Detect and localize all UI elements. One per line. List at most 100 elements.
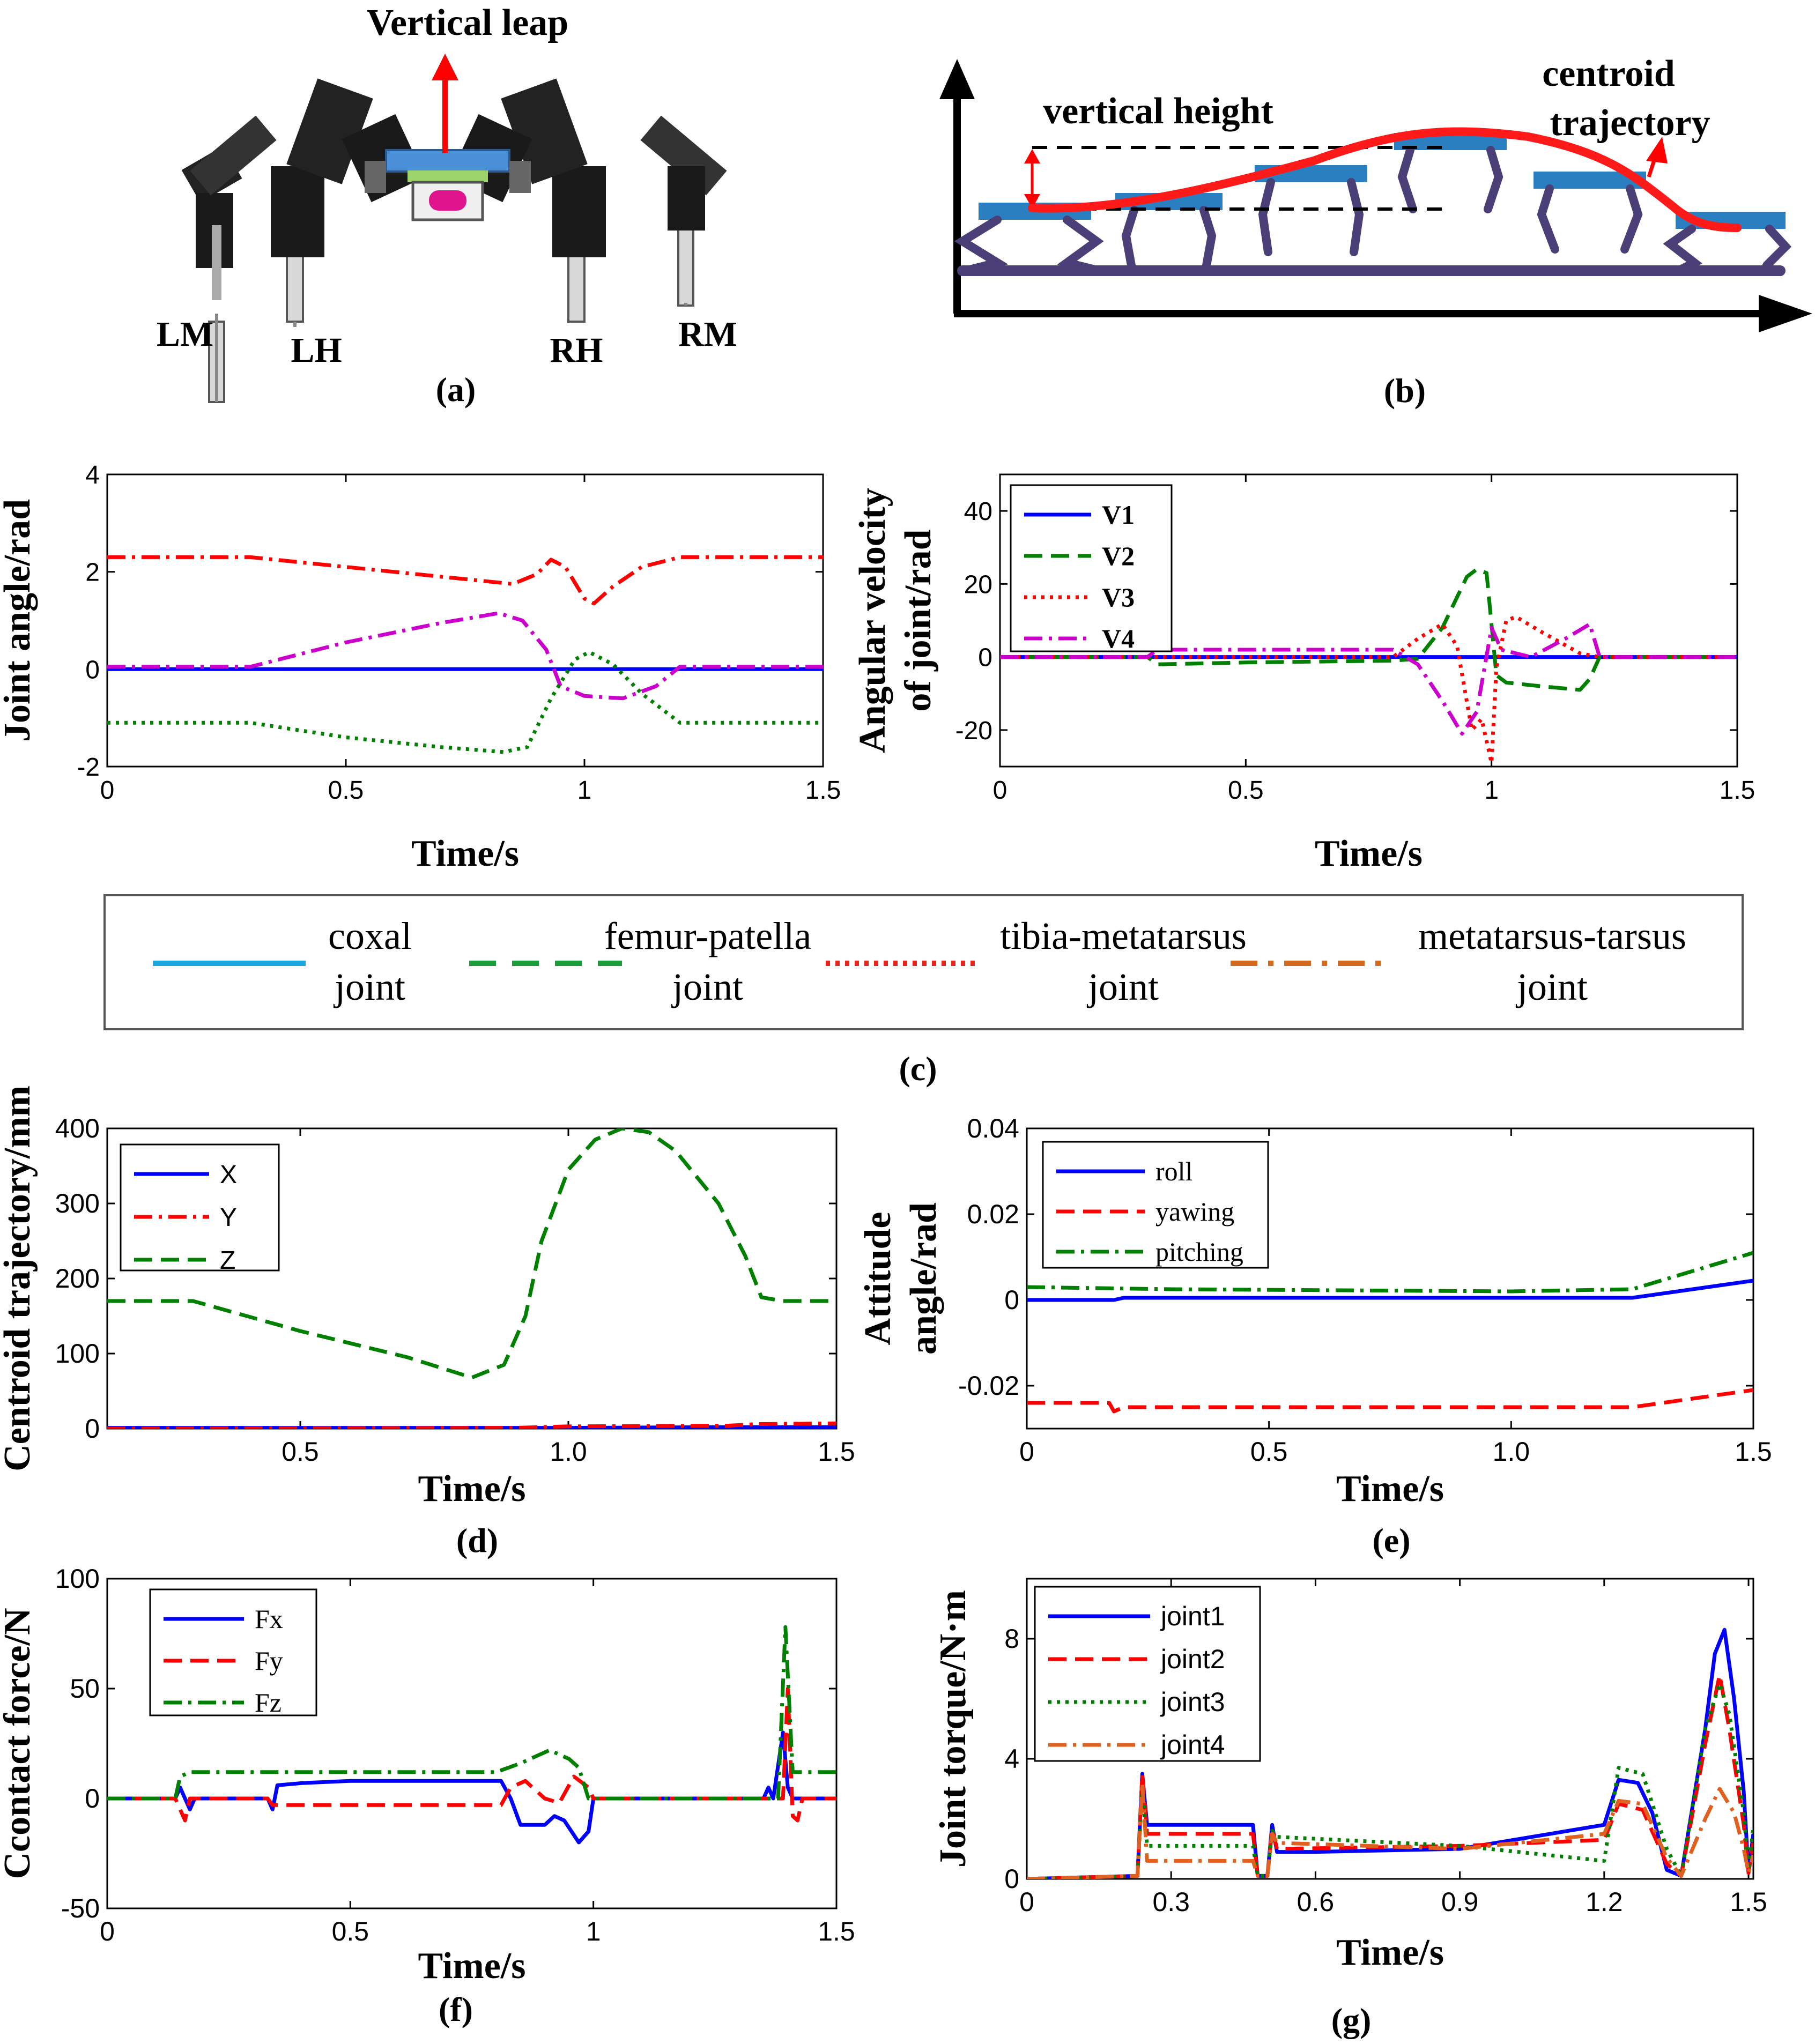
y-tick-label: 20 xyxy=(964,570,992,599)
robot-drawing xyxy=(181,54,727,403)
caption-e: (e) xyxy=(1372,1521,1410,1559)
legend-label-joint4: joint4 xyxy=(1160,1730,1225,1760)
x-tick-label: 1.5 xyxy=(1720,776,1755,805)
x-tick-label: 0.6 xyxy=(1297,1887,1335,1917)
legend-label-V3: V3 xyxy=(1102,582,1135,612)
y-tick-label: -20 xyxy=(955,717,992,745)
stage-1 xyxy=(954,203,1104,275)
legend-label-joint3: joint3 xyxy=(1160,1687,1225,1717)
y-tick-label: -2 xyxy=(77,753,100,782)
series-line-V4 xyxy=(1000,622,1737,736)
series-line-Fz xyxy=(107,1625,836,1801)
x-tick-label: 0 xyxy=(1019,1887,1034,1917)
y-tick-label: 400 xyxy=(55,1113,100,1143)
series-line-joint4 xyxy=(1027,1781,1753,1879)
y-tick-label: 8 xyxy=(1004,1624,1019,1654)
chart-angular-velocity: 0 0.5 1 1.5 -20 0 20 40 Time/s Angular velocity of… xyxy=(852,473,1755,874)
vertical-height-label: vertical height xyxy=(1043,91,1273,132)
y-axis-label: Joint angle/rad xyxy=(0,499,38,742)
y-tick-label: 100 xyxy=(55,1564,100,1594)
legend-label-Fy: Fy xyxy=(255,1646,283,1676)
leap-arrow-head xyxy=(432,54,458,80)
y-tick-label: 2 xyxy=(85,559,100,587)
y-axis-label: Angular velocity xyxy=(852,488,893,753)
y-axis-label: Attitude xyxy=(857,1212,899,1346)
legend-text-tibia-1: tibia-metatarsus xyxy=(1000,915,1247,957)
legend-text-coxal-1: coxal xyxy=(328,915,412,957)
leap-label: Vertical leap xyxy=(367,2,569,43)
chart-centroid-trajectory: 0.5 1.0 1.5 0 100 200 300 400 Time/s Centroid tra… xyxy=(0,1086,855,1510)
y-tick-label: 4 xyxy=(1004,1744,1019,1774)
legend-text-metatarsus-1: metatarsus-tarsus xyxy=(1418,915,1686,957)
x-tick-label: 1.5 xyxy=(1735,1437,1772,1467)
legend-label-Fx: Fx xyxy=(255,1604,283,1634)
stage-2 xyxy=(1115,193,1223,270)
legend-text-metatarsus-2: joint xyxy=(1515,965,1588,1008)
leg-label-rh: RH xyxy=(550,331,603,370)
x-axis-label: Time/s xyxy=(418,1945,526,1987)
y-axis-label: angle/rad xyxy=(903,1202,944,1355)
robot-leg-lh xyxy=(271,78,425,327)
x-tick-label: 0 xyxy=(993,776,1007,805)
caption-d: (d) xyxy=(456,1521,498,1559)
x-tick-label: 1 xyxy=(586,1916,601,1946)
joint-legend-item-coxal: coxal joint xyxy=(153,915,412,1008)
y-tick-label: 50 xyxy=(70,1674,100,1704)
caption-a: (a) xyxy=(436,370,476,408)
x-axis-label: Time/s xyxy=(411,833,519,874)
legend: XYZ xyxy=(120,1143,280,1275)
series-line-Fx xyxy=(107,1730,836,1845)
y-axis-label: Joint torque/N·m xyxy=(932,1590,974,1868)
x-tick-label: 1.0 xyxy=(1493,1437,1530,1467)
series-line-yawing xyxy=(1027,1388,1753,1414)
stage-3 xyxy=(1255,165,1367,256)
legend-label-joint1: joint1 xyxy=(1160,1601,1225,1631)
x-axis-label: Time/s xyxy=(1315,833,1423,874)
y-axis-label: Ccontact force/N xyxy=(0,1608,38,1879)
chart-attitude-angle: 0 0.5 1.0 1.5 -0.02 0 0.02 0.04 Time/s Attitude an… xyxy=(857,1113,1772,1510)
series-line-s0 xyxy=(107,555,823,606)
x-tick-label: 0.3 xyxy=(1152,1887,1190,1917)
y-tick-label: 4 xyxy=(85,461,100,489)
legend-label-V1: V1 xyxy=(1102,500,1135,530)
schematic xyxy=(939,59,1812,332)
joint-legend-item-metatarsus: metatarsus-tarsus joint xyxy=(1231,915,1686,1008)
x-tick-label: 1.5 xyxy=(805,776,841,805)
x-tick-label: 1 xyxy=(1484,776,1499,805)
legend-text-femur-1: femur-patella xyxy=(604,915,811,957)
joint-legend-box: coxal joint femur-patella joint tibia-me… xyxy=(103,894,1744,1030)
caption-g: (g) xyxy=(1331,2001,1372,2039)
x-tick-label: 1.5 xyxy=(818,1916,855,1946)
series-line-pitching xyxy=(1027,1251,1753,1294)
leg-label-lh: LH xyxy=(291,331,342,370)
robot-leg-rm xyxy=(640,115,727,307)
x-tick-label: 0.5 xyxy=(1250,1437,1288,1467)
series-line-joint3 xyxy=(1027,1682,1753,1879)
y-tick-label: 100 xyxy=(55,1339,100,1369)
x-tick-label: 0.5 xyxy=(1228,776,1264,805)
legend: Fx Fy Fz xyxy=(149,1588,317,1718)
schematic-x-arrow xyxy=(1759,295,1812,332)
x-axis-label: Time/s xyxy=(418,1468,526,1510)
y-tick-label: 0.04 xyxy=(967,1113,1019,1143)
series-line-Y xyxy=(107,1421,836,1429)
y-tick-label: 0 xyxy=(1004,1864,1019,1894)
joint-legend-item-femur: femur-patella joint xyxy=(469,915,811,1008)
caption-f: (f) xyxy=(439,1990,473,2028)
series-line-V2 xyxy=(1000,567,1737,692)
legend-text-tibia-2: joint xyxy=(1086,965,1159,1008)
series-line-roll xyxy=(1027,1279,1753,1302)
y-tick-label: -50 xyxy=(61,1893,100,1923)
y-tick-label: 300 xyxy=(55,1188,100,1218)
y-tick-label: 0 xyxy=(1004,1285,1019,1315)
x-tick-label: 0.5 xyxy=(332,1916,369,1946)
caption-c: (c) xyxy=(899,1050,937,1088)
leg-label-rm: RM xyxy=(678,315,737,354)
y-tick-label: 0.02 xyxy=(967,1199,1019,1229)
x-axis-label: Time/s xyxy=(1336,1468,1444,1510)
legend-text-femur-2: joint xyxy=(671,965,743,1008)
legend-label-roll: roll xyxy=(1155,1156,1192,1186)
